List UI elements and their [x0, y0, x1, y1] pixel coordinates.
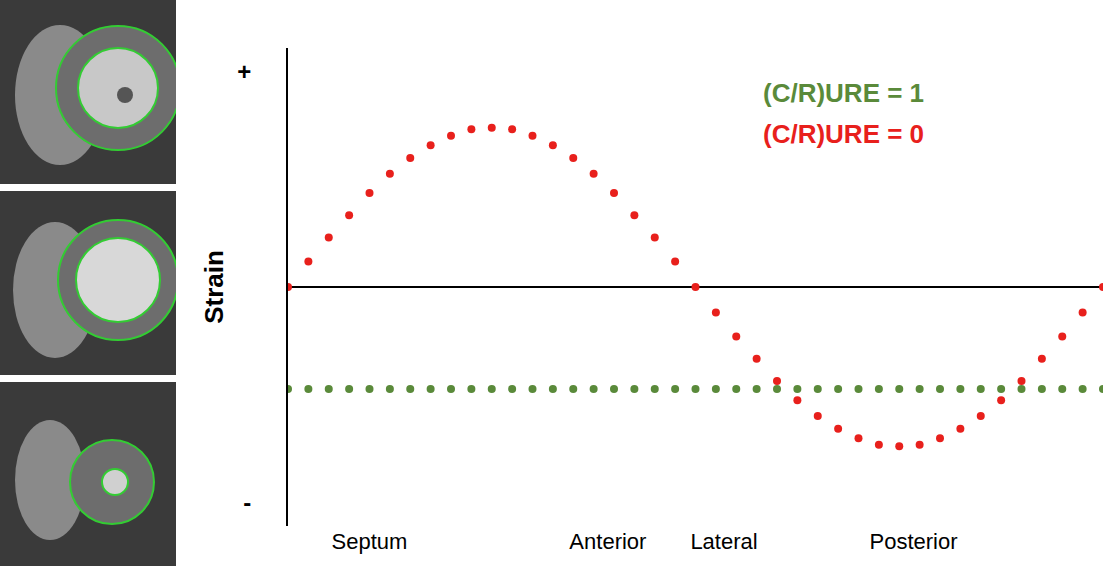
svg-text:Anterior: Anterior: [569, 529, 646, 554]
svg-text:(C/R)URE = 0: (C/R)URE = 0: [763, 119, 924, 149]
svg-text:(C/R)URE = 1: (C/R)URE = 1: [763, 78, 924, 108]
svg-text:Lateral: Lateral: [690, 529, 757, 554]
svg-text:+: +: [237, 58, 251, 85]
svg-text:Septum: Septum: [332, 529, 408, 554]
svg-text:Posterior: Posterior: [869, 529, 957, 554]
svg-text:-: -: [243, 489, 251, 516]
svg-text:Strain: Strain: [199, 250, 229, 324]
